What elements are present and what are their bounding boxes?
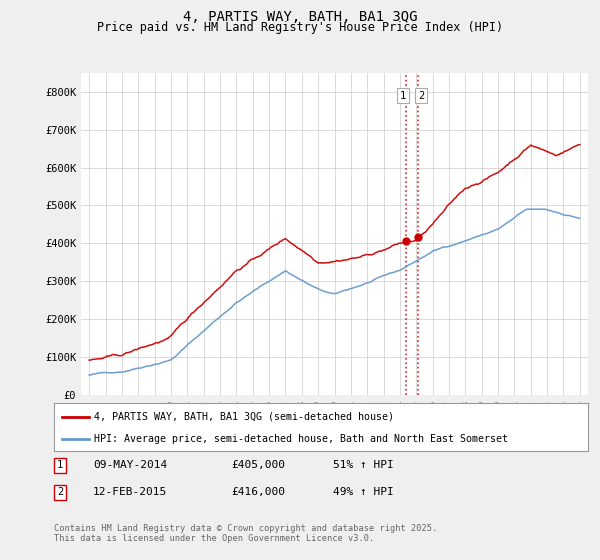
Text: 51% ↑ HPI: 51% ↑ HPI — [333, 460, 394, 470]
Text: HPI: Average price, semi-detached house, Bath and North East Somerset: HPI: Average price, semi-detached house,… — [94, 434, 508, 444]
Text: Price paid vs. HM Land Registry's House Price Index (HPI): Price paid vs. HM Land Registry's House … — [97, 21, 503, 34]
Text: £416,000: £416,000 — [231, 487, 285, 497]
Text: 09-MAY-2014: 09-MAY-2014 — [93, 460, 167, 470]
Text: 12-FEB-2015: 12-FEB-2015 — [93, 487, 167, 497]
Text: £405,000: £405,000 — [231, 460, 285, 470]
Text: Contains HM Land Registry data © Crown copyright and database right 2025.
This d: Contains HM Land Registry data © Crown c… — [54, 524, 437, 543]
Text: 1: 1 — [400, 91, 406, 101]
Text: 49% ↑ HPI: 49% ↑ HPI — [333, 487, 394, 497]
Text: 4, PARTIS WAY, BATH, BA1 3QG: 4, PARTIS WAY, BATH, BA1 3QG — [183, 10, 417, 24]
Text: 2: 2 — [418, 91, 424, 101]
Text: 4, PARTIS WAY, BATH, BA1 3QG (semi-detached house): 4, PARTIS WAY, BATH, BA1 3QG (semi-detac… — [94, 412, 394, 422]
Text: 2: 2 — [57, 487, 63, 497]
Text: 1: 1 — [57, 460, 63, 470]
